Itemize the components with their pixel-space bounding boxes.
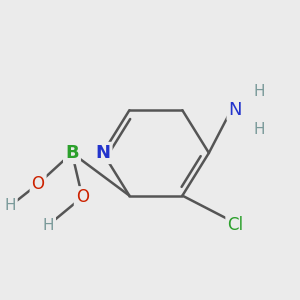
Text: N: N xyxy=(229,101,242,119)
Text: O: O xyxy=(32,175,45,193)
Text: H: H xyxy=(43,218,54,232)
Text: B: B xyxy=(65,144,79,162)
Text: H: H xyxy=(253,84,265,99)
Text: H: H xyxy=(4,198,16,213)
Text: O: O xyxy=(76,188,89,206)
Text: N: N xyxy=(95,144,110,162)
Text: Cl: Cl xyxy=(227,216,244,234)
Text: H: H xyxy=(253,122,265,137)
